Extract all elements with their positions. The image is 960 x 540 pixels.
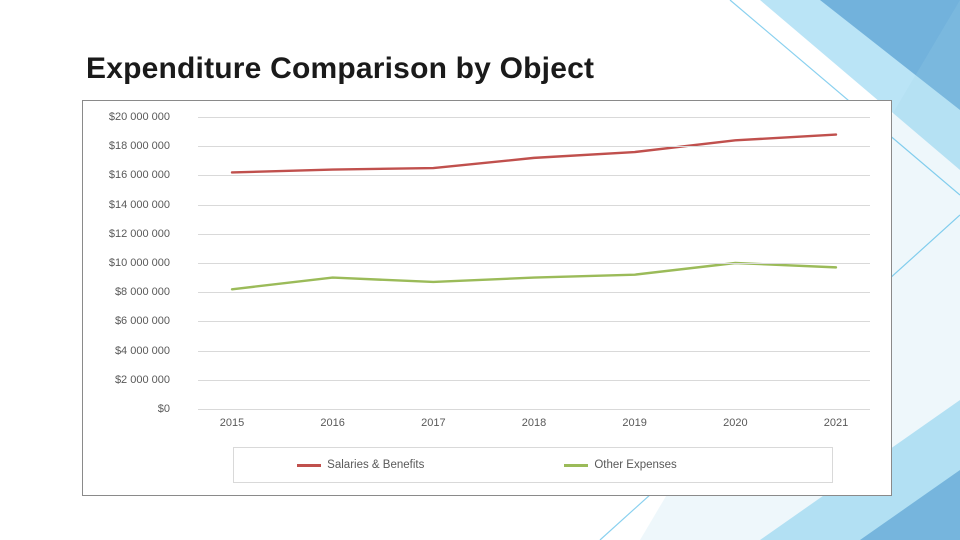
y-axis-label: $14 000 000: [70, 199, 170, 211]
gridline: [198, 175, 870, 176]
legend-item-salaries: Salaries & Benefits: [297, 459, 424, 471]
legend-swatch-other: [564, 464, 588, 467]
x-axis-label: 2018: [522, 417, 546, 429]
gridline: [198, 409, 870, 410]
gridline: [198, 380, 870, 381]
chart-container: $0$2 000 000$4 000 000$6 000 000$8 000 0…: [82, 100, 892, 496]
legend: Salaries & Benefits Other Expenses: [83, 453, 891, 477]
y-axis-label: $10 000 000: [70, 257, 170, 269]
y-axis-label: $4 000 000: [70, 345, 170, 357]
x-axis-label: 2015: [220, 417, 244, 429]
y-axis-label: $0: [70, 403, 170, 415]
y-axis-label: $6 000 000: [70, 315, 170, 327]
gridline: [198, 263, 870, 264]
y-axis-label: $20 000 000: [70, 111, 170, 123]
series-line-0: [232, 135, 836, 173]
y-axis-label: $2 000 000: [70, 374, 170, 386]
legend-swatch-salaries: [297, 464, 321, 467]
gridline: [198, 234, 870, 235]
y-axis-label: $18 000 000: [70, 140, 170, 152]
legend-label-salaries: Salaries & Benefits: [327, 459, 424, 471]
gridline: [198, 292, 870, 293]
slide: Expenditure Comparison by Object $0$2 00…: [0, 0, 960, 540]
x-axis-label: 2021: [824, 417, 848, 429]
gridline: [198, 351, 870, 352]
series-line-1: [232, 263, 836, 289]
y-axis-label: $12 000 000: [70, 228, 170, 240]
y-axis-label: $16 000 000: [70, 169, 170, 181]
plot-area: $0$2 000 000$4 000 000$6 000 000$8 000 0…: [198, 117, 870, 409]
gridline: [198, 205, 870, 206]
x-axis-label: 2019: [622, 417, 646, 429]
x-axis-label: 2016: [320, 417, 344, 429]
gridline: [198, 146, 870, 147]
legend-item-other: Other Expenses: [564, 459, 676, 471]
x-axis-label: 2017: [421, 417, 445, 429]
gridline: [198, 321, 870, 322]
x-axis-label: 2020: [723, 417, 747, 429]
y-axis-label: $8 000 000: [70, 286, 170, 298]
gridline: [198, 117, 870, 118]
slide-title: Expenditure Comparison by Object: [86, 52, 594, 86]
legend-label-other: Other Expenses: [594, 459, 676, 471]
